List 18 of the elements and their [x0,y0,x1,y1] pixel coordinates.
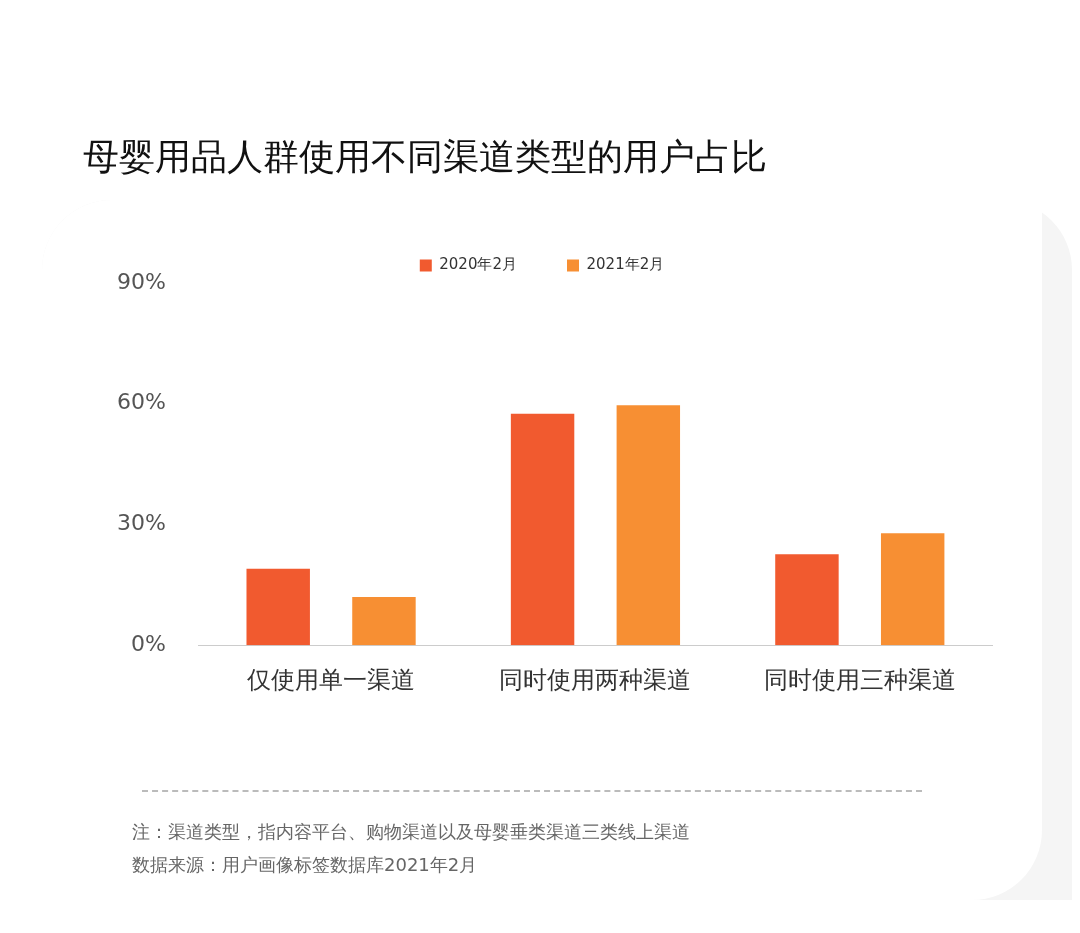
bar [510,413,575,646]
y-tick-label: 30% [116,510,166,536]
x-tick-label: 仅使用单一渠道 [247,665,416,694]
y-tick-label: 90% [116,268,166,294]
legend-label: 2021年2月 [586,255,665,274]
bar [246,568,310,646]
x-tick-label: 同时使用两种渠道 [499,665,692,694]
source-note: 数据来源：用户画像标签数据库2021年2月 [132,853,478,877]
bar [352,596,416,646]
y-tick-label: 0% [130,630,166,656]
bar [775,554,839,646]
y-tick-label: 60% [116,389,166,415]
bar [616,405,681,646]
legend-label: 2020年2月 [439,255,517,274]
chart-title: 母婴用品人群使用不同渠道类型的用户占比 [83,135,767,179]
x-tick-label: 同时使用三种渠道 [763,665,956,694]
text: 注：渠道类型，指内容平台、购物渠道以及母婴垂类渠道三类线上渠道 [132,820,690,844]
bar [880,533,945,646]
